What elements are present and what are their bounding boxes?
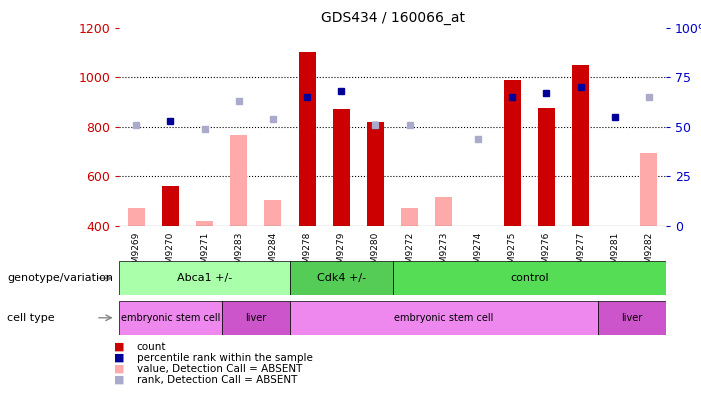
Bar [393,261,666,295]
Bar [597,301,666,335]
Bar [290,261,393,295]
Bar [299,52,315,226]
Bar [290,301,597,335]
Text: control: control [510,273,549,283]
Text: genotype/variation: genotype/variation [7,273,113,283]
Title: GDS434 / 160066_at: GDS434 / 160066_at [320,11,465,25]
Text: ■: ■ [114,375,124,385]
Text: liver: liver [245,313,266,323]
Bar [119,301,222,335]
Bar [230,135,247,226]
Bar [222,301,290,335]
Bar [333,109,350,226]
Bar [435,197,452,226]
Text: Cdk4 +/-: Cdk4 +/- [317,273,366,283]
Text: liver: liver [621,313,642,323]
Text: ■: ■ [114,352,124,363]
Text: embryonic stem cell: embryonic stem cell [394,313,494,323]
Text: ■: ■ [114,364,124,374]
Bar [367,122,384,226]
Bar [128,208,145,226]
Bar [119,261,290,295]
Text: rank, Detection Call = ABSENT: rank, Detection Call = ABSENT [137,375,297,385]
Bar [640,153,658,226]
Text: value, Detection Call = ABSENT: value, Detection Call = ABSENT [137,364,302,374]
Bar [162,186,179,226]
Text: percentile rank within the sample: percentile rank within the sample [137,352,313,363]
Bar [264,200,282,226]
Bar [572,65,589,226]
Text: cell type: cell type [7,313,55,323]
Text: embryonic stem cell: embryonic stem cell [121,313,220,323]
Text: ■: ■ [114,341,124,352]
Bar [503,80,521,226]
Bar [196,221,213,226]
Text: count: count [137,341,166,352]
Bar [538,108,555,226]
Bar [401,208,418,226]
Text: Abca1 +/-: Abca1 +/- [177,273,232,283]
